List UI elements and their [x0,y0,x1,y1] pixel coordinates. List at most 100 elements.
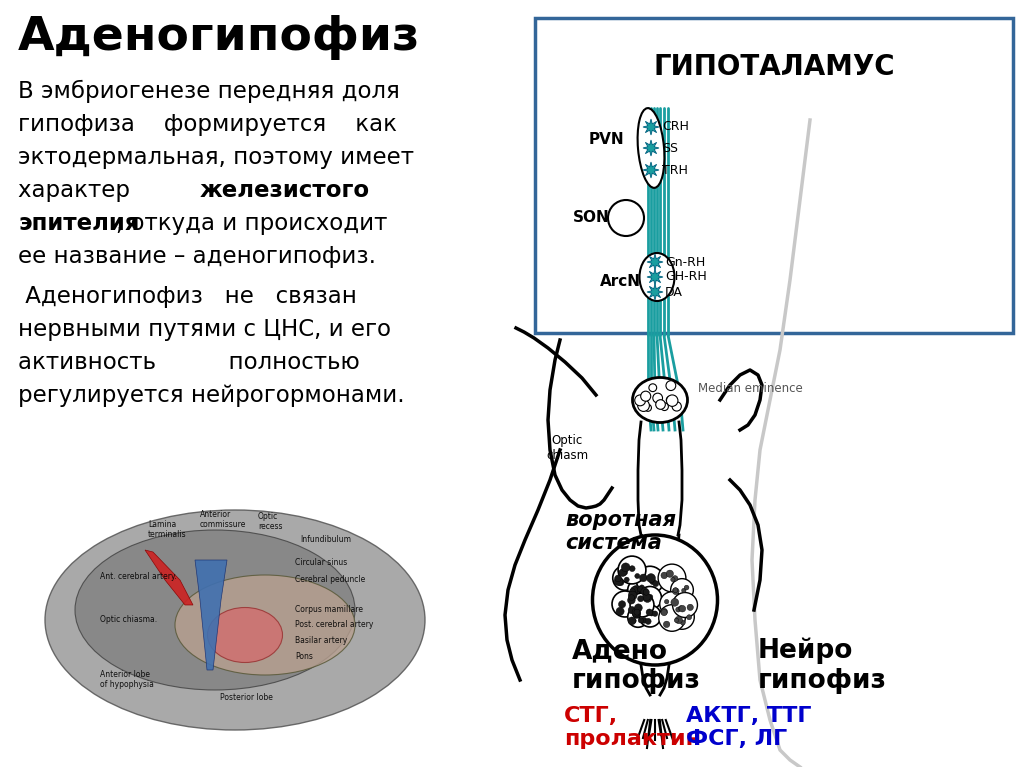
Circle shape [633,611,640,618]
Text: Optic
chiasm: Optic chiasm [546,434,588,462]
Circle shape [674,618,679,623]
Circle shape [633,610,641,618]
Text: PVN: PVN [589,133,625,147]
Circle shape [614,577,623,586]
Polygon shape [647,284,663,300]
Polygon shape [647,269,663,285]
Circle shape [640,574,647,581]
Circle shape [648,594,653,600]
Ellipse shape [208,607,283,663]
Circle shape [665,600,669,604]
Circle shape [653,393,663,403]
Text: воротная
система: воротная система [565,510,676,553]
Polygon shape [643,119,659,135]
Text: CRH: CRH [662,120,689,133]
Circle shape [649,384,656,392]
Circle shape [639,605,660,627]
Circle shape [652,581,658,587]
Circle shape [649,611,654,616]
Circle shape [673,588,678,593]
Circle shape [679,606,683,611]
Ellipse shape [45,510,425,730]
Circle shape [638,587,662,610]
Circle shape [635,395,645,406]
Circle shape [616,578,624,586]
Circle shape [667,395,678,407]
Circle shape [625,577,629,582]
Circle shape [608,200,644,236]
Circle shape [634,609,640,615]
Circle shape [670,604,694,629]
Circle shape [630,593,654,617]
Ellipse shape [638,108,665,188]
Circle shape [673,588,679,594]
Ellipse shape [633,377,687,423]
Circle shape [649,578,655,584]
Circle shape [612,566,637,591]
Circle shape [659,592,684,616]
FancyBboxPatch shape [535,18,1013,333]
Circle shape [612,591,638,617]
Text: Circular sinus: Circular sinus [295,558,347,567]
Circle shape [672,575,678,581]
Circle shape [660,403,669,410]
Text: Pons: Pons [295,652,313,661]
Circle shape [682,588,686,593]
Circle shape [666,380,676,390]
Circle shape [655,400,666,410]
Polygon shape [145,550,193,605]
Circle shape [667,397,674,403]
Circle shape [631,618,636,624]
Circle shape [676,607,681,612]
Text: Posterior lobe: Posterior lobe [220,693,272,702]
Circle shape [671,598,679,606]
Circle shape [684,585,689,590]
Circle shape [658,604,685,631]
Text: железистого: железистого [200,179,370,202]
Text: Gn-RH: Gn-RH [665,255,706,268]
Polygon shape [643,140,659,156]
Circle shape [671,578,675,581]
Circle shape [628,607,636,614]
Text: Адено
гипофиз: Адено гипофиз [572,638,700,694]
Circle shape [673,593,697,617]
Circle shape [642,593,650,601]
Circle shape [628,597,635,604]
Text: характер: характер [18,179,203,202]
Ellipse shape [175,575,355,675]
Text: Optic chiasma.: Optic chiasma. [100,615,157,624]
Circle shape [646,609,652,616]
Circle shape [638,596,644,602]
Circle shape [643,589,649,595]
Circle shape [641,391,650,401]
Text: Optic
recess: Optic recess [258,512,283,532]
Circle shape [679,605,686,612]
Text: гипофиза    формируется    как: гипофиза формируется как [18,113,397,136]
Circle shape [662,610,668,616]
Text: Anterior
commissure: Anterior commissure [200,510,247,529]
Text: Lamina
terminalis: Lamina terminalis [148,520,186,539]
Text: ГИПОТАЛАМУС: ГИПОТАЛАМУС [653,53,895,81]
Text: Аденогипофиз   не   связан: Аденогипофиз не связан [18,285,357,308]
Text: SS: SS [662,141,678,154]
Circle shape [687,614,691,620]
Text: Ant. cerebral artery.: Ant. cerebral artery. [100,572,177,581]
Circle shape [681,621,685,625]
Text: Нейро
гипофиз: Нейро гипофиз [758,638,887,694]
Circle shape [635,574,640,578]
Text: СТГ,
пролактин: СТГ, пролактин [564,706,701,749]
Text: Basilar artery: Basilar artery [295,636,347,645]
Text: SON: SON [573,210,609,225]
Circle shape [618,556,646,584]
Text: Аденогипофиз: Аденогипофиз [18,15,421,60]
Circle shape [628,617,636,625]
Text: DA: DA [665,285,683,298]
Ellipse shape [593,535,718,665]
Circle shape [660,608,668,615]
Text: GH-RH: GH-RH [665,271,707,284]
Circle shape [628,607,648,627]
Circle shape [644,404,651,411]
Ellipse shape [640,253,675,301]
Circle shape [629,594,635,601]
Polygon shape [643,162,659,178]
